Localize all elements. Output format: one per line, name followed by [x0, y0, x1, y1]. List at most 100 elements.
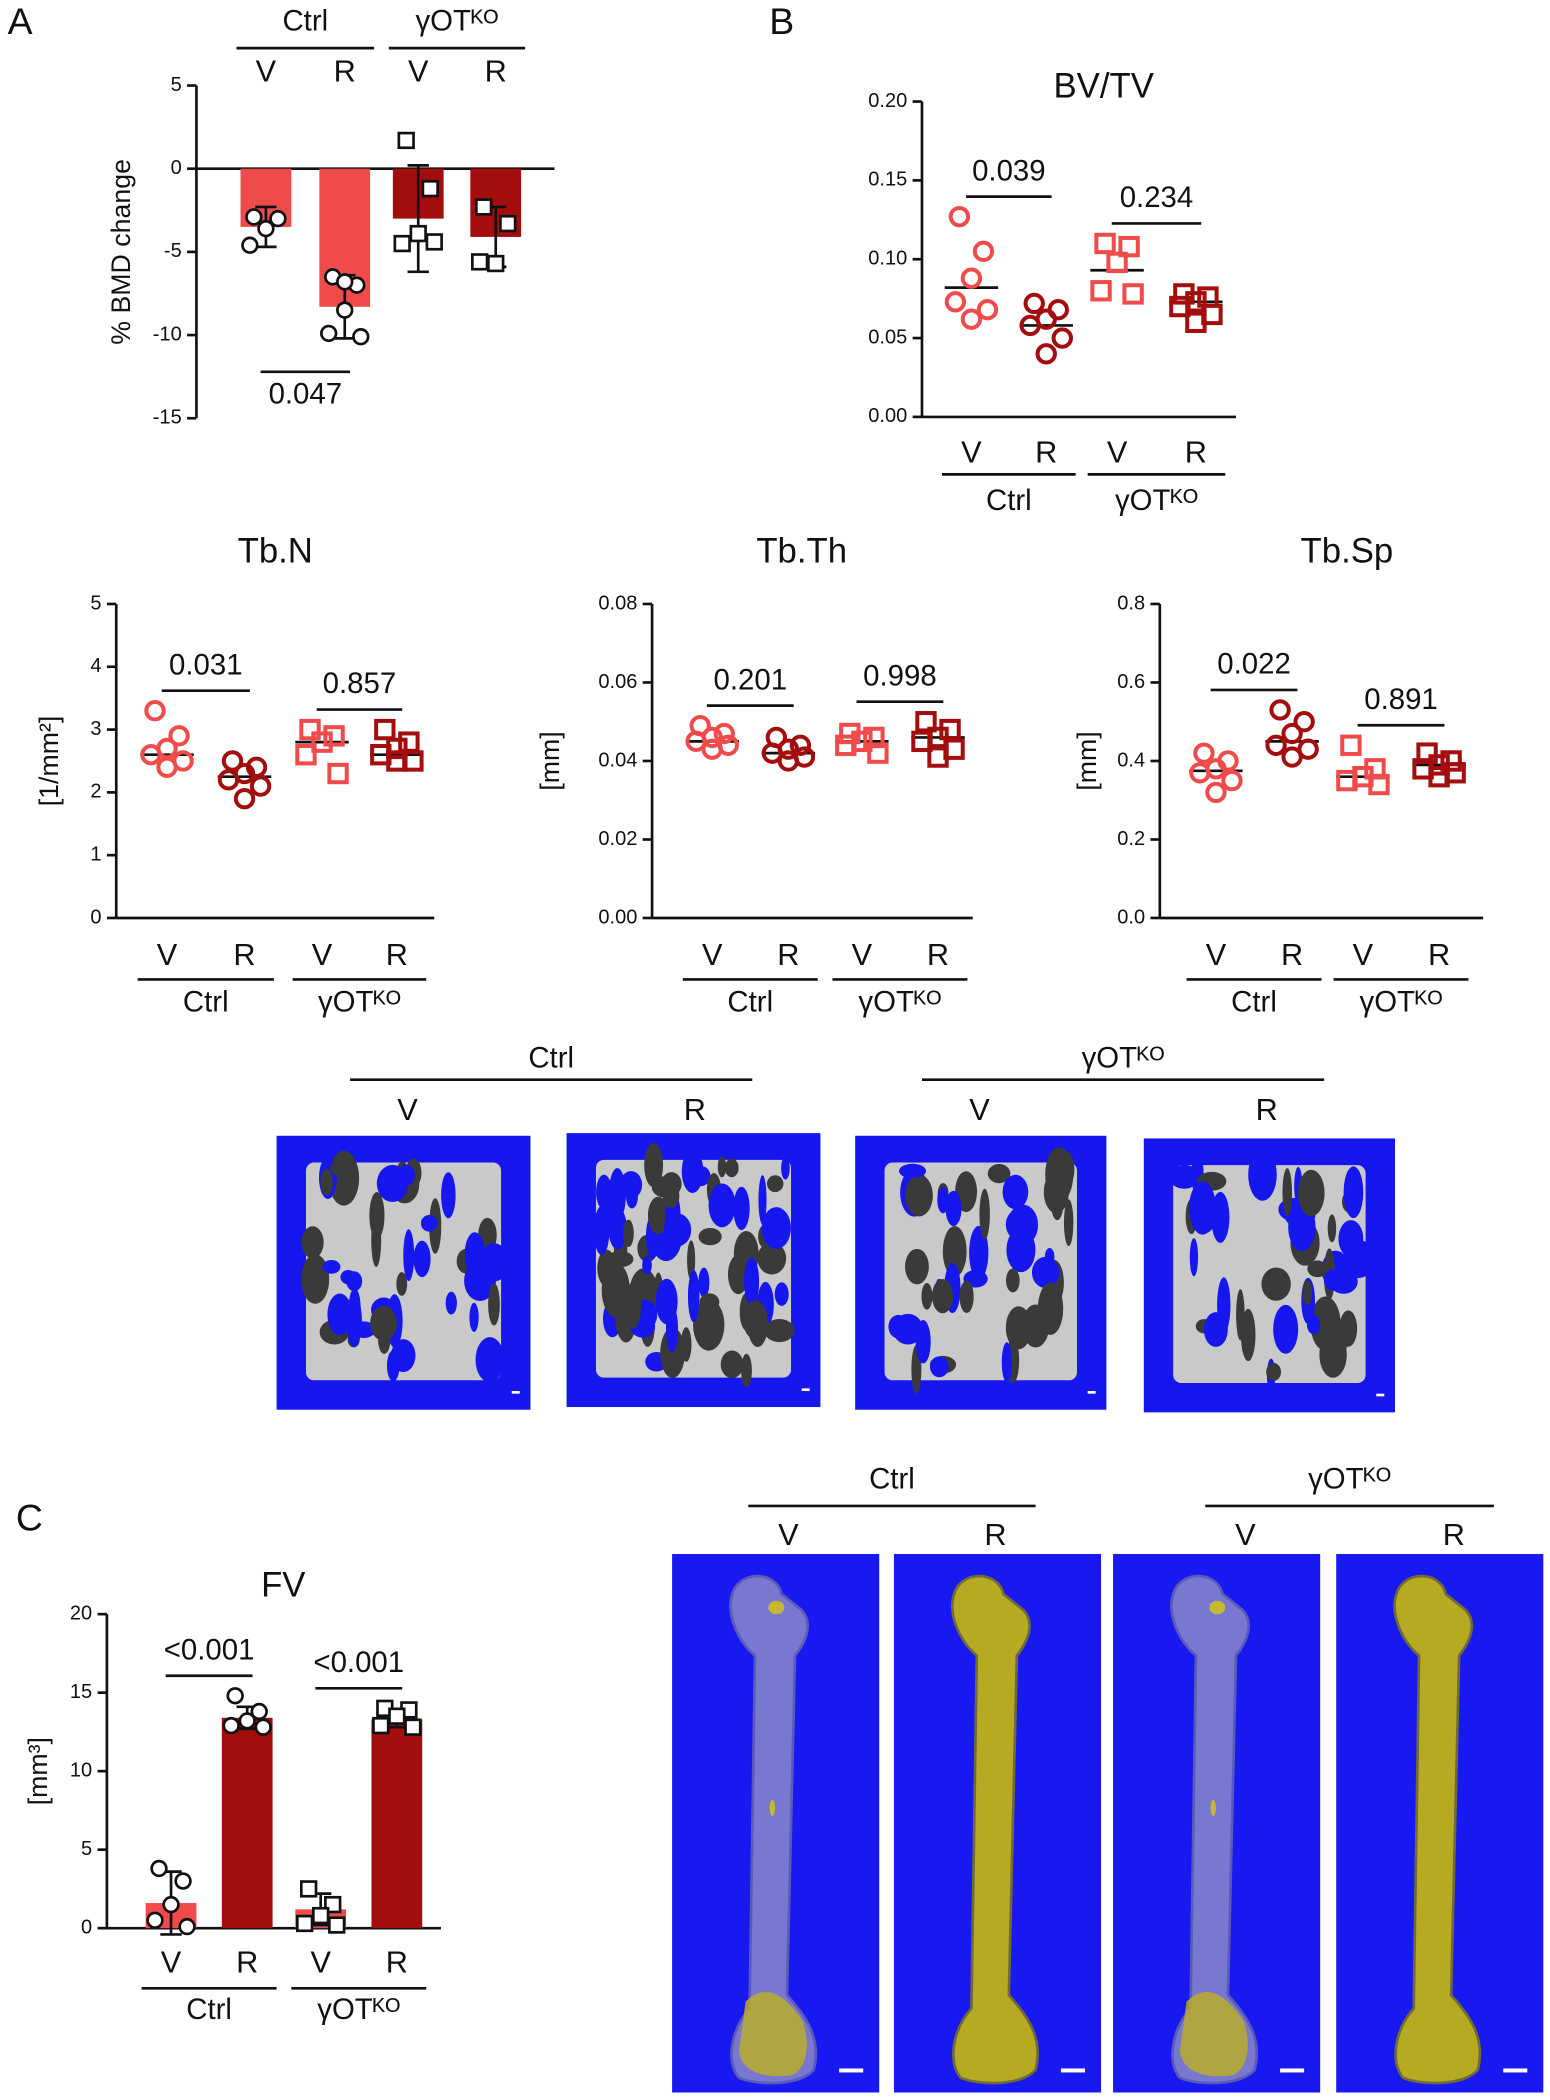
data-point — [835, 734, 857, 756]
data-point — [1340, 734, 1362, 756]
comparison-label: <0.001 — [313, 1646, 404, 1679]
data-point — [960, 308, 983, 330]
data-point — [150, 1859, 168, 1878]
bone-pore — [1261, 1267, 1291, 1301]
category-label: V — [157, 937, 178, 972]
bone-pore — [420, 1215, 438, 1232]
comparison-label: 0.857 — [323, 667, 397, 700]
error-bar — [407, 164, 429, 274]
bone-pore — [1260, 1148, 1273, 1197]
trabecular-image — [855, 1135, 1107, 1410]
group-label: γOTᴷᴼ — [415, 4, 498, 37]
y-tick-label: 0.0 — [1117, 906, 1145, 928]
group-label: γOTᴷᴼ — [317, 1993, 400, 2026]
y-tick-label: 20 — [70, 1602, 92, 1624]
panel-label: A — [8, 0, 33, 42]
y-tick-label: 0.2 — [1117, 828, 1145, 850]
trabecular-image — [276, 1135, 531, 1410]
bone-pore — [921, 1282, 933, 1310]
group-label: Ctrl — [282, 4, 328, 37]
y-tick-label: 0.06 — [598, 671, 637, 693]
bone-pore — [1001, 1342, 1012, 1383]
data-point — [254, 1718, 272, 1736]
category-label: R — [1281, 937, 1303, 972]
femur — [1170, 1574, 1259, 2085]
y-tick-label: 0.6 — [1117, 671, 1145, 693]
bone-pore — [743, 1300, 768, 1340]
bone-pore — [1297, 1169, 1325, 1217]
data-point — [295, 1914, 314, 1933]
comparison-label: 0.891 — [1364, 683, 1438, 716]
group-label: Ctrl — [727, 985, 773, 1018]
comparison-label: 0.039 — [972, 154, 1046, 187]
data-point — [1185, 311, 1207, 333]
data-point — [144, 700, 166, 722]
data-point — [393, 234, 411, 253]
category-label: V — [702, 937, 723, 972]
category-label: V — [852, 937, 873, 972]
y-tick-label: 1 — [90, 843, 101, 865]
bone-pore — [1343, 1166, 1364, 1219]
scale-bar — [1503, 2068, 1528, 2073]
bone-pore — [905, 1174, 933, 1217]
femur-image — [1336, 1554, 1544, 2093]
category-label: R — [984, 1517, 1006, 1552]
data-point — [257, 219, 275, 238]
femur — [729, 1574, 818, 2085]
data-point — [927, 746, 949, 768]
data-point — [972, 240, 995, 263]
data-point — [1221, 769, 1243, 792]
panel-label: B — [769, 0, 794, 42]
scale-bar — [1280, 2068, 1305, 2073]
group-label: Ctrl — [183, 985, 229, 1018]
bone-pore — [1203, 1312, 1228, 1347]
scale-bar — [1376, 1393, 1385, 1397]
data-point — [1106, 251, 1128, 274]
scale-bar — [839, 2068, 864, 2073]
y-axis-label: [mm] — [535, 731, 565, 790]
data-point — [701, 738, 723, 760]
data-point — [226, 1687, 244, 1705]
data-point — [761, 742, 784, 764]
data-point — [948, 205, 971, 228]
chart-title: BV/TV — [1054, 67, 1155, 105]
bone-pore — [687, 1270, 700, 1323]
data-point — [140, 744, 162, 766]
data-point — [146, 1911, 164, 1929]
data-point — [250, 1702, 268, 1721]
data-point — [487, 254, 505, 273]
bone-pore — [1189, 1238, 1199, 1277]
panel-label: C — [16, 1496, 43, 1538]
fat-deposit — [738, 1991, 807, 2077]
femur — [951, 1574, 1039, 2085]
bone-pore — [693, 1299, 725, 1351]
data-point — [1265, 734, 1287, 756]
bone-pore — [898, 1163, 927, 1179]
category-label: R — [485, 54, 507, 89]
data-point — [475, 198, 493, 216]
y-tick-label: 3 — [90, 718, 101, 740]
bone-pore — [601, 1262, 630, 1318]
bone-pore — [441, 1172, 456, 1219]
data-point — [1118, 235, 1140, 258]
bone-pore — [758, 1175, 767, 1225]
bone-pore — [378, 1325, 391, 1354]
bone-pore — [301, 1226, 324, 1259]
data-point — [327, 762, 349, 785]
data-point — [320, 324, 338, 343]
chart-title: Tb.Th — [756, 532, 847, 570]
data-point — [328, 1916, 346, 1934]
chart-title: Tb.Sp — [1301, 532, 1394, 570]
category-label: V — [397, 1092, 418, 1127]
fat-deposit — [1179, 1991, 1248, 2077]
bone-pore — [720, 1350, 744, 1379]
category-label: R — [386, 937, 408, 972]
bone-pore — [1005, 1306, 1032, 1350]
data-point — [1205, 781, 1227, 804]
bone-pore — [445, 1291, 457, 1315]
data-point — [222, 1716, 240, 1735]
data-point — [1293, 711, 1315, 733]
data-point — [299, 1880, 318, 1898]
y-tick-label: 5 — [171, 74, 182, 96]
bone-pore — [942, 1226, 967, 1277]
